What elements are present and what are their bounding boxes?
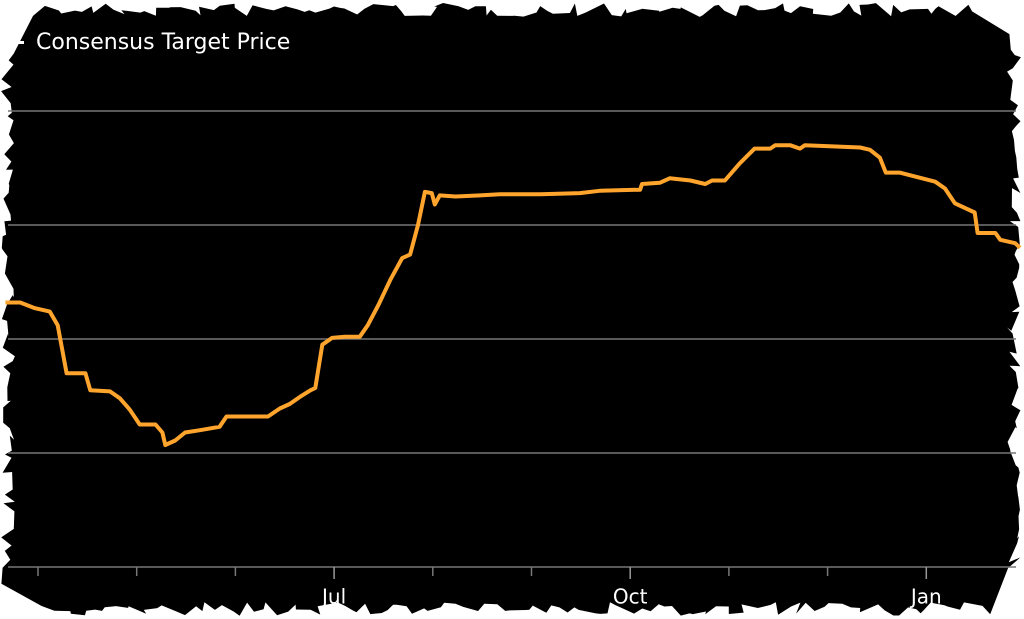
x-tick-label: Oct (613, 585, 648, 609)
x-tick-label: Jan (909, 585, 942, 609)
x-tick-label: Jul (320, 585, 346, 609)
torn-background (1, 3, 1021, 616)
line-series (5, 143, 1022, 447)
chart-title: Consensus Target Price (36, 30, 290, 55)
title-icon (14, 41, 24, 44)
